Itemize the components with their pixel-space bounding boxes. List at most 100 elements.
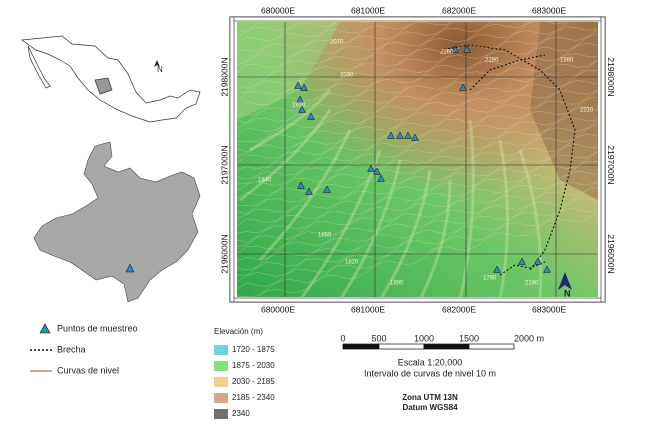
scale-tick-label: 1500 <box>459 333 479 343</box>
easting-label: 680000E <box>261 5 295 15</box>
sampling-point <box>307 112 315 120</box>
contour-line <box>237 22 337 45</box>
contour-line <box>237 22 376 61</box>
contour-line <box>237 22 371 52</box>
contour-line <box>237 22 414 66</box>
scale-text: Escala 1:20,000 <box>398 357 463 367</box>
contour-label: 1850 <box>318 233 332 239</box>
elevation-swatch <box>214 409 228 419</box>
elevation-class: 2185 - 2340 <box>232 393 275 402</box>
terrain <box>237 22 598 297</box>
sampling-point <box>297 181 305 189</box>
easting-label: 680000E <box>261 304 295 314</box>
contour-label: 2030 <box>340 73 354 79</box>
contour-line <box>237 151 598 243</box>
contour-label: 2190 <box>525 281 539 287</box>
ridge <box>258 129 352 262</box>
scale-segment <box>342 343 380 350</box>
contour-line <box>237 96 598 192</box>
contour-line <box>257 212 598 297</box>
contour-label: 2260 <box>440 50 454 56</box>
contour-line <box>237 42 598 136</box>
sampling-point <box>305 187 313 195</box>
ridge <box>518 149 543 297</box>
ridge <box>340 159 402 297</box>
northing-label: 2196000N <box>606 234 616 273</box>
easting-label: 681000E <box>351 304 385 314</box>
contour-line <box>237 29 598 123</box>
northing-label: 2198000N <box>219 57 229 96</box>
scale-segment <box>468 343 515 350</box>
contour-line <box>237 22 299 38</box>
contour-label: 1890 <box>390 281 404 287</box>
contour-line <box>237 120 598 214</box>
sampling-point <box>298 105 306 113</box>
datum: Datum WGS84 <box>402 403 458 412</box>
contour-line <box>237 187 598 283</box>
northing-label: 2196000N <box>219 234 229 273</box>
elevation-class: 2030 - 2185 <box>232 377 275 386</box>
contour-line <box>237 32 598 129</box>
sampling-point <box>367 164 375 172</box>
legend-label: Brecha <box>57 344 86 354</box>
sampling-point <box>377 174 385 182</box>
north-label: N <box>564 288 571 298</box>
elevation-class: 1720 - 1875 <box>232 345 275 354</box>
utm-zone: Zona UTM 13N <box>402 393 458 402</box>
contour-line <box>237 170 598 262</box>
contour-line <box>237 161 598 255</box>
north-arrow <box>154 60 160 67</box>
contour-line <box>237 22 452 73</box>
ridge <box>380 169 432 297</box>
elevation-title: Elevación (m) <box>214 327 263 336</box>
easting-label: 681000E <box>351 5 385 15</box>
sampling-point <box>459 83 467 91</box>
north-label: N <box>157 65 163 74</box>
site-marker <box>125 263 135 273</box>
elevation-swatch <box>214 393 228 403</box>
sampling-point <box>404 131 412 139</box>
contour-line <box>237 144 598 234</box>
sampling-point <box>518 257 526 265</box>
sampling-point <box>300 83 308 91</box>
sampling-point <box>294 81 302 89</box>
elevation-swatch <box>214 345 228 355</box>
ridge <box>419 179 452 297</box>
contour-line <box>237 22 454 80</box>
contour-line <box>237 80 598 171</box>
frame-bar <box>600 16 606 303</box>
legend-label: Curvas de nivel <box>57 365 119 375</box>
elevation-swatch <box>214 377 228 387</box>
ridge <box>239 109 332 202</box>
ridge <box>459 119 475 297</box>
contour-line <box>237 90 598 180</box>
easting-label: 683000E <box>532 304 566 314</box>
contour-line <box>237 53 598 143</box>
scale-tick-label: 0 <box>340 333 345 343</box>
sampling-point <box>543 265 551 273</box>
contour-line <box>237 152 598 248</box>
contour-line <box>237 198 598 290</box>
northing-label: 2198000N <box>606 57 616 96</box>
contour-line <box>237 26 598 116</box>
contour-line <box>237 22 530 94</box>
ridge <box>300 149 382 297</box>
ridge <box>498 139 509 297</box>
north-arrow <box>558 272 572 290</box>
sampling-point <box>451 45 459 53</box>
contour-label: 1790 <box>483 276 497 282</box>
scale-segment <box>423 343 470 350</box>
contour-line <box>237 123 598 220</box>
contour-label: 1920 <box>292 103 306 109</box>
scale-tick-label: 500 <box>371 333 386 343</box>
sampling-point <box>396 131 404 139</box>
sampling-point <box>387 131 395 139</box>
contour-label: 2070 <box>330 40 344 46</box>
trail <box>499 261 546 276</box>
contour-line <box>237 22 492 89</box>
trail <box>469 54 546 91</box>
trail <box>439 44 576 271</box>
ridge <box>249 89 332 152</box>
contour-line <box>237 181 598 271</box>
